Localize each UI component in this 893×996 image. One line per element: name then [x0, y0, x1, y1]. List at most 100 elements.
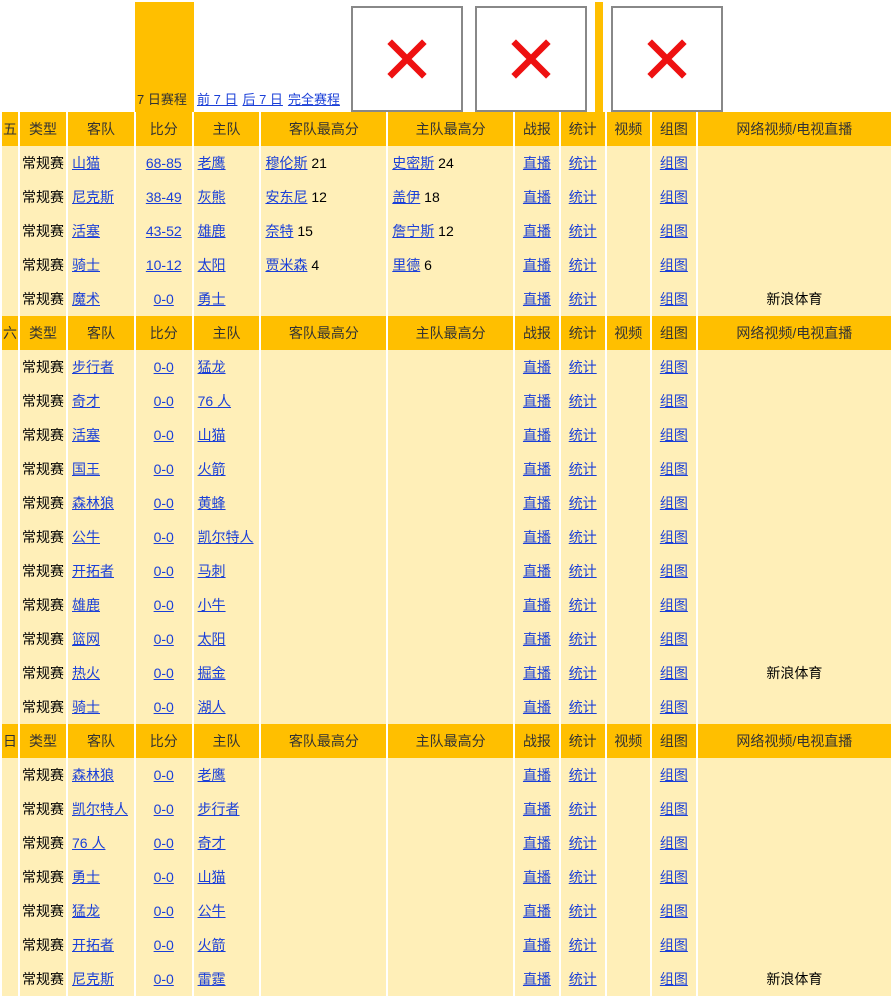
- score-link[interactable]: 10-12: [146, 257, 182, 273]
- stats-link[interactable]: 统计: [569, 767, 597, 783]
- score-link[interactable]: 68-85: [146, 155, 182, 171]
- home-team-link[interactable]: 掘金: [198, 665, 226, 681]
- stats-link[interactable]: 统计: [569, 155, 597, 171]
- photo-link[interactable]: 组图: [660, 971, 688, 987]
- stats-link[interactable]: 统计: [569, 461, 597, 477]
- stats-link[interactable]: 统计: [569, 937, 597, 953]
- away-high-player[interactable]: 安东尼: [265, 189, 307, 205]
- live-link[interactable]: 直播: [523, 495, 551, 511]
- away-team-link[interactable]: 尼克斯: [72, 189, 114, 205]
- stats-link[interactable]: 统计: [569, 189, 597, 205]
- away-team-link[interactable]: 活塞: [72, 223, 100, 239]
- home-team-link[interactable]: 湖人: [198, 699, 226, 715]
- live-link[interactable]: 直播: [523, 189, 551, 205]
- home-team-link[interactable]: 雷霆: [198, 971, 226, 987]
- nav-tab-full[interactable]: 完全赛程: [286, 2, 343, 112]
- photo-link[interactable]: 组图: [660, 665, 688, 681]
- away-team-link[interactable]: 活塞: [72, 427, 100, 443]
- away-team-link[interactable]: 猛龙: [72, 903, 100, 919]
- stats-link[interactable]: 统计: [569, 291, 597, 307]
- home-team-link[interactable]: 黄蜂: [198, 495, 226, 511]
- live-link[interactable]: 直播: [523, 393, 551, 409]
- away-team-link[interactable]: 开拓者: [72, 563, 114, 579]
- score-link[interactable]: 0-0: [154, 359, 174, 375]
- photo-link[interactable]: 组图: [660, 903, 688, 919]
- home-team-link[interactable]: 火箭: [198, 937, 226, 953]
- live-link[interactable]: 直播: [523, 461, 551, 477]
- home-team-link[interactable]: 太阳: [198, 631, 226, 647]
- photo-link[interactable]: 组图: [660, 155, 688, 171]
- home-high-player[interactable]: 史密斯: [392, 155, 434, 171]
- live-link[interactable]: 直播: [523, 359, 551, 375]
- photo-link[interactable]: 组图: [660, 461, 688, 477]
- score-link[interactable]: 0-0: [154, 427, 174, 443]
- photo-link[interactable]: 组图: [660, 801, 688, 817]
- score-link[interactable]: 0-0: [154, 495, 174, 511]
- away-team-link[interactable]: 魔术: [72, 291, 100, 307]
- away-team-link[interactable]: 奇才: [72, 393, 100, 409]
- score-link[interactable]: 0-0: [154, 767, 174, 783]
- home-team-link[interactable]: 小牛: [198, 597, 226, 613]
- away-team-link[interactable]: 雄鹿: [72, 597, 100, 613]
- stats-link[interactable]: 统计: [569, 495, 597, 511]
- home-team-link[interactable]: 勇士: [198, 291, 226, 307]
- photo-link[interactable]: 组图: [660, 869, 688, 885]
- stats-link[interactable]: 统计: [569, 359, 597, 375]
- home-team-link[interactable]: 老鹰: [198, 155, 226, 171]
- score-link[interactable]: 0-0: [154, 529, 174, 545]
- away-team-link[interactable]: 森林狼: [72, 767, 114, 783]
- photo-link[interactable]: 组图: [660, 257, 688, 273]
- stats-link[interactable]: 统计: [569, 257, 597, 273]
- away-team-link[interactable]: 骑士: [72, 699, 100, 715]
- photo-link[interactable]: 组图: [660, 223, 688, 239]
- home-team-link[interactable]: 雄鹿: [198, 223, 226, 239]
- away-team-link[interactable]: 尼克斯: [72, 971, 114, 987]
- stats-link[interactable]: 统计: [569, 563, 597, 579]
- photo-link[interactable]: 组图: [660, 495, 688, 511]
- photo-link[interactable]: 组图: [660, 767, 688, 783]
- home-team-link[interactable]: 凯尔特人: [198, 529, 254, 545]
- home-high-player[interactable]: 盖伊: [392, 189, 420, 205]
- score-link[interactable]: 0-0: [154, 835, 174, 851]
- live-link[interactable]: 直播: [523, 903, 551, 919]
- nav-tab-next7[interactable]: 后 7 日: [240, 2, 285, 112]
- stats-link[interactable]: 统计: [569, 393, 597, 409]
- home-team-link[interactable]: 山猫: [198, 427, 226, 443]
- live-link[interactable]: 直播: [523, 427, 551, 443]
- live-link[interactable]: 直播: [523, 257, 551, 273]
- home-team-link[interactable]: 山猫: [198, 869, 226, 885]
- stats-link[interactable]: 统计: [569, 835, 597, 851]
- stats-link[interactable]: 统计: [569, 903, 597, 919]
- score-link[interactable]: 0-0: [154, 699, 174, 715]
- photo-link[interactable]: 组图: [660, 529, 688, 545]
- stats-link[interactable]: 统计: [569, 801, 597, 817]
- score-link[interactable]: 0-0: [154, 563, 174, 579]
- away-team-link[interactable]: 步行者: [72, 359, 114, 375]
- nav-tab-prev7[interactable]: 前 7 日: [195, 2, 240, 112]
- live-link[interactable]: 直播: [523, 835, 551, 851]
- photo-link[interactable]: 组图: [660, 427, 688, 443]
- live-link[interactable]: 直播: [523, 529, 551, 545]
- home-team-link[interactable]: 猛龙: [198, 359, 226, 375]
- stats-link[interactable]: 统计: [569, 631, 597, 647]
- stats-link[interactable]: 统计: [569, 699, 597, 715]
- score-link[interactable]: 0-0: [154, 631, 174, 647]
- away-team-link[interactable]: 开拓者: [72, 937, 114, 953]
- score-link[interactable]: 0-0: [154, 937, 174, 953]
- photo-link[interactable]: 组图: [660, 937, 688, 953]
- nav-tab-7day[interactable]: 7 日赛程: [135, 2, 195, 112]
- photo-link[interactable]: 组图: [660, 631, 688, 647]
- home-team-link[interactable]: 76 人: [198, 393, 231, 409]
- live-link[interactable]: 直播: [523, 597, 551, 613]
- photo-link[interactable]: 组图: [660, 291, 688, 307]
- live-link[interactable]: 直播: [523, 665, 551, 681]
- stats-link[interactable]: 统计: [569, 597, 597, 613]
- away-team-link[interactable]: 凯尔特人: [72, 801, 128, 817]
- stats-link[interactable]: 统计: [569, 427, 597, 443]
- home-team-link[interactable]: 步行者: [198, 801, 240, 817]
- score-link[interactable]: 0-0: [154, 903, 174, 919]
- away-team-link[interactable]: 骑士: [72, 257, 100, 273]
- photo-link[interactable]: 组图: [660, 699, 688, 715]
- home-high-player[interactable]: 詹宁斯: [392, 223, 434, 239]
- photo-link[interactable]: 组图: [660, 359, 688, 375]
